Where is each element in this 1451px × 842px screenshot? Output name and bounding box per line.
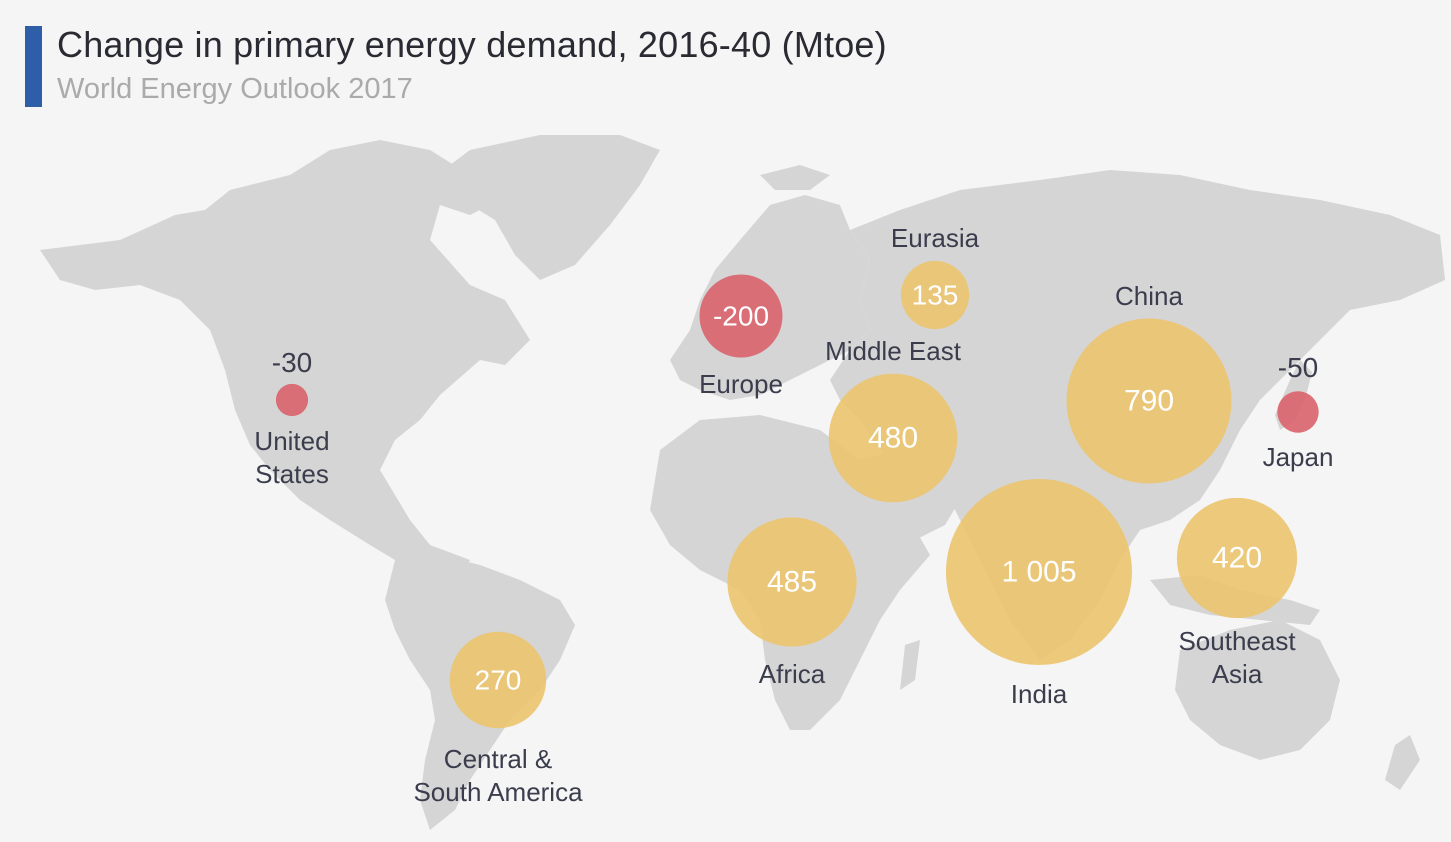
value-label-middle-east: 480 [868,422,918,455]
landmass-greenland [430,135,660,280]
bubble-middle-east [828,373,958,503]
landmass-arctic-islands [760,165,830,190]
region-name-europe: Europe [699,369,783,399]
value-label-japan: -50 [1278,352,1318,383]
bubble-india [946,479,1132,665]
region-name-united-states: United States [254,426,329,489]
value-label-india: 1 005 [1001,556,1076,589]
title-accent-bar [25,26,42,107]
region-name-line: Japan [1263,442,1334,472]
region-name-central-south-america: Central & South America [413,744,583,807]
region-name-line: United [254,426,329,456]
region-name-eurasia: Eurasia [891,223,980,253]
value-label-united-states: -30 [272,347,312,378]
region-name-china: China [1115,281,1183,311]
bubble-europe [699,274,783,358]
bubble-central-south-america [449,631,547,729]
region-name-line: Southeast [1178,626,1296,656]
bubble-united-states [275,383,309,417]
landmass-new-zealand [1385,735,1420,790]
bubble-southeast-asia [1176,497,1298,619]
region-name-line: Europe [699,369,783,399]
value-label-central-south-america: 270 [475,665,522,696]
region-name-middle-east: Middle East [825,336,962,366]
value-label-eurasia: 135 [912,280,959,311]
page-subtitle: World Energy Outlook 2017 [57,73,413,105]
region-name-line: Africa [759,659,826,689]
page-title: Change in primary energy demand, 2016-40… [57,24,887,65]
region-name-india: India [1011,679,1068,709]
region-name-line: Central & [444,744,552,774]
bubble-china [1066,318,1232,484]
value-label-africa: 485 [767,566,817,599]
bubble-africa [727,517,857,647]
landmass-north-america [40,140,530,580]
region-name-line: States [255,459,329,489]
region-name-southeast-asia: Southeast Asia [1178,626,1296,689]
region-name-japan: Japan [1263,442,1334,472]
region-name-line: South America [413,777,583,807]
region-name-africa: Africa [759,659,826,689]
landmass-scandinavia [740,195,850,260]
bubble-eurasia [900,260,970,330]
region-name-line: Middle East [825,336,962,366]
value-label-southeast-asia: 420 [1212,542,1262,575]
value-label-china: 790 [1124,385,1174,418]
region-name-line: India [1011,679,1068,709]
region-name-line: Eurasia [891,223,980,253]
land-masses [40,135,1445,830]
region-name-line: China [1115,281,1183,311]
region-name-line: Asia [1212,659,1263,689]
region-markers: -30 United States 270 Central & South America… [254,223,1333,807]
landmass-madagascar [900,640,920,690]
bubble-japan [1277,391,1319,433]
landmass-australia [1175,620,1340,760]
value-label-europe: -200 [713,301,769,332]
